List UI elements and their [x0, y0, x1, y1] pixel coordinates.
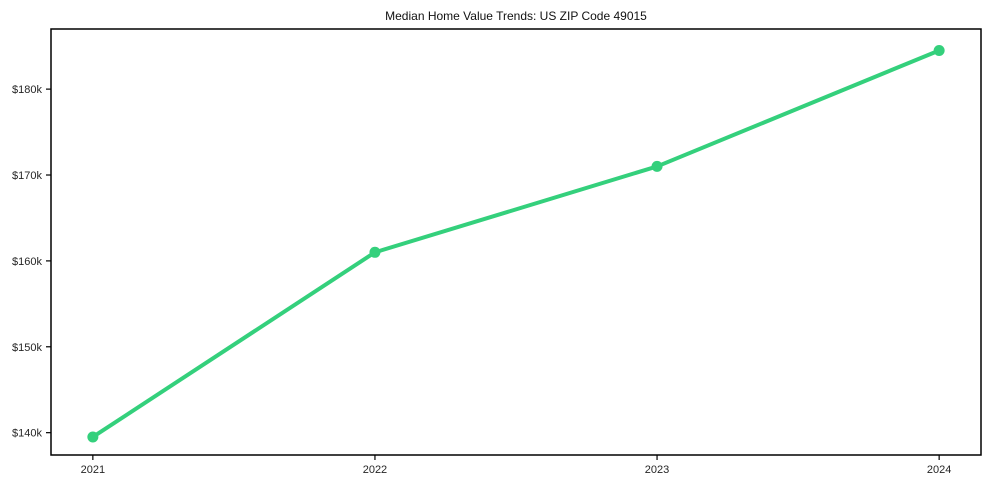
plot-area: $140k $150k $160k $170k $180k 2021 2022 2023 202… [12, 28, 982, 476]
y-tick-label: $160k [12, 256, 42, 268]
x-tick-label: 2024 [927, 464, 951, 476]
y-tick-label: $140k [12, 428, 42, 440]
y-tick-label: $150k [12, 342, 42, 354]
y-tick-label: $170k [12, 170, 42, 182]
data-point-marker [369, 246, 381, 258]
x-tick-label: 2021 [81, 464, 105, 476]
chart-title: Median Home Value Trends: US ZIP Code 49… [385, 9, 647, 23]
x-tick-label: 2023 [645, 464, 669, 476]
data-point-marker [651, 160, 663, 172]
data-point-marker [87, 431, 99, 443]
trend-line [90, 48, 942, 439]
y-tick-label: $180k [12, 84, 42, 96]
data-point-marker [933, 44, 945, 56]
plot-border [50, 28, 982, 456]
x-tick-label: 2022 [363, 464, 387, 476]
